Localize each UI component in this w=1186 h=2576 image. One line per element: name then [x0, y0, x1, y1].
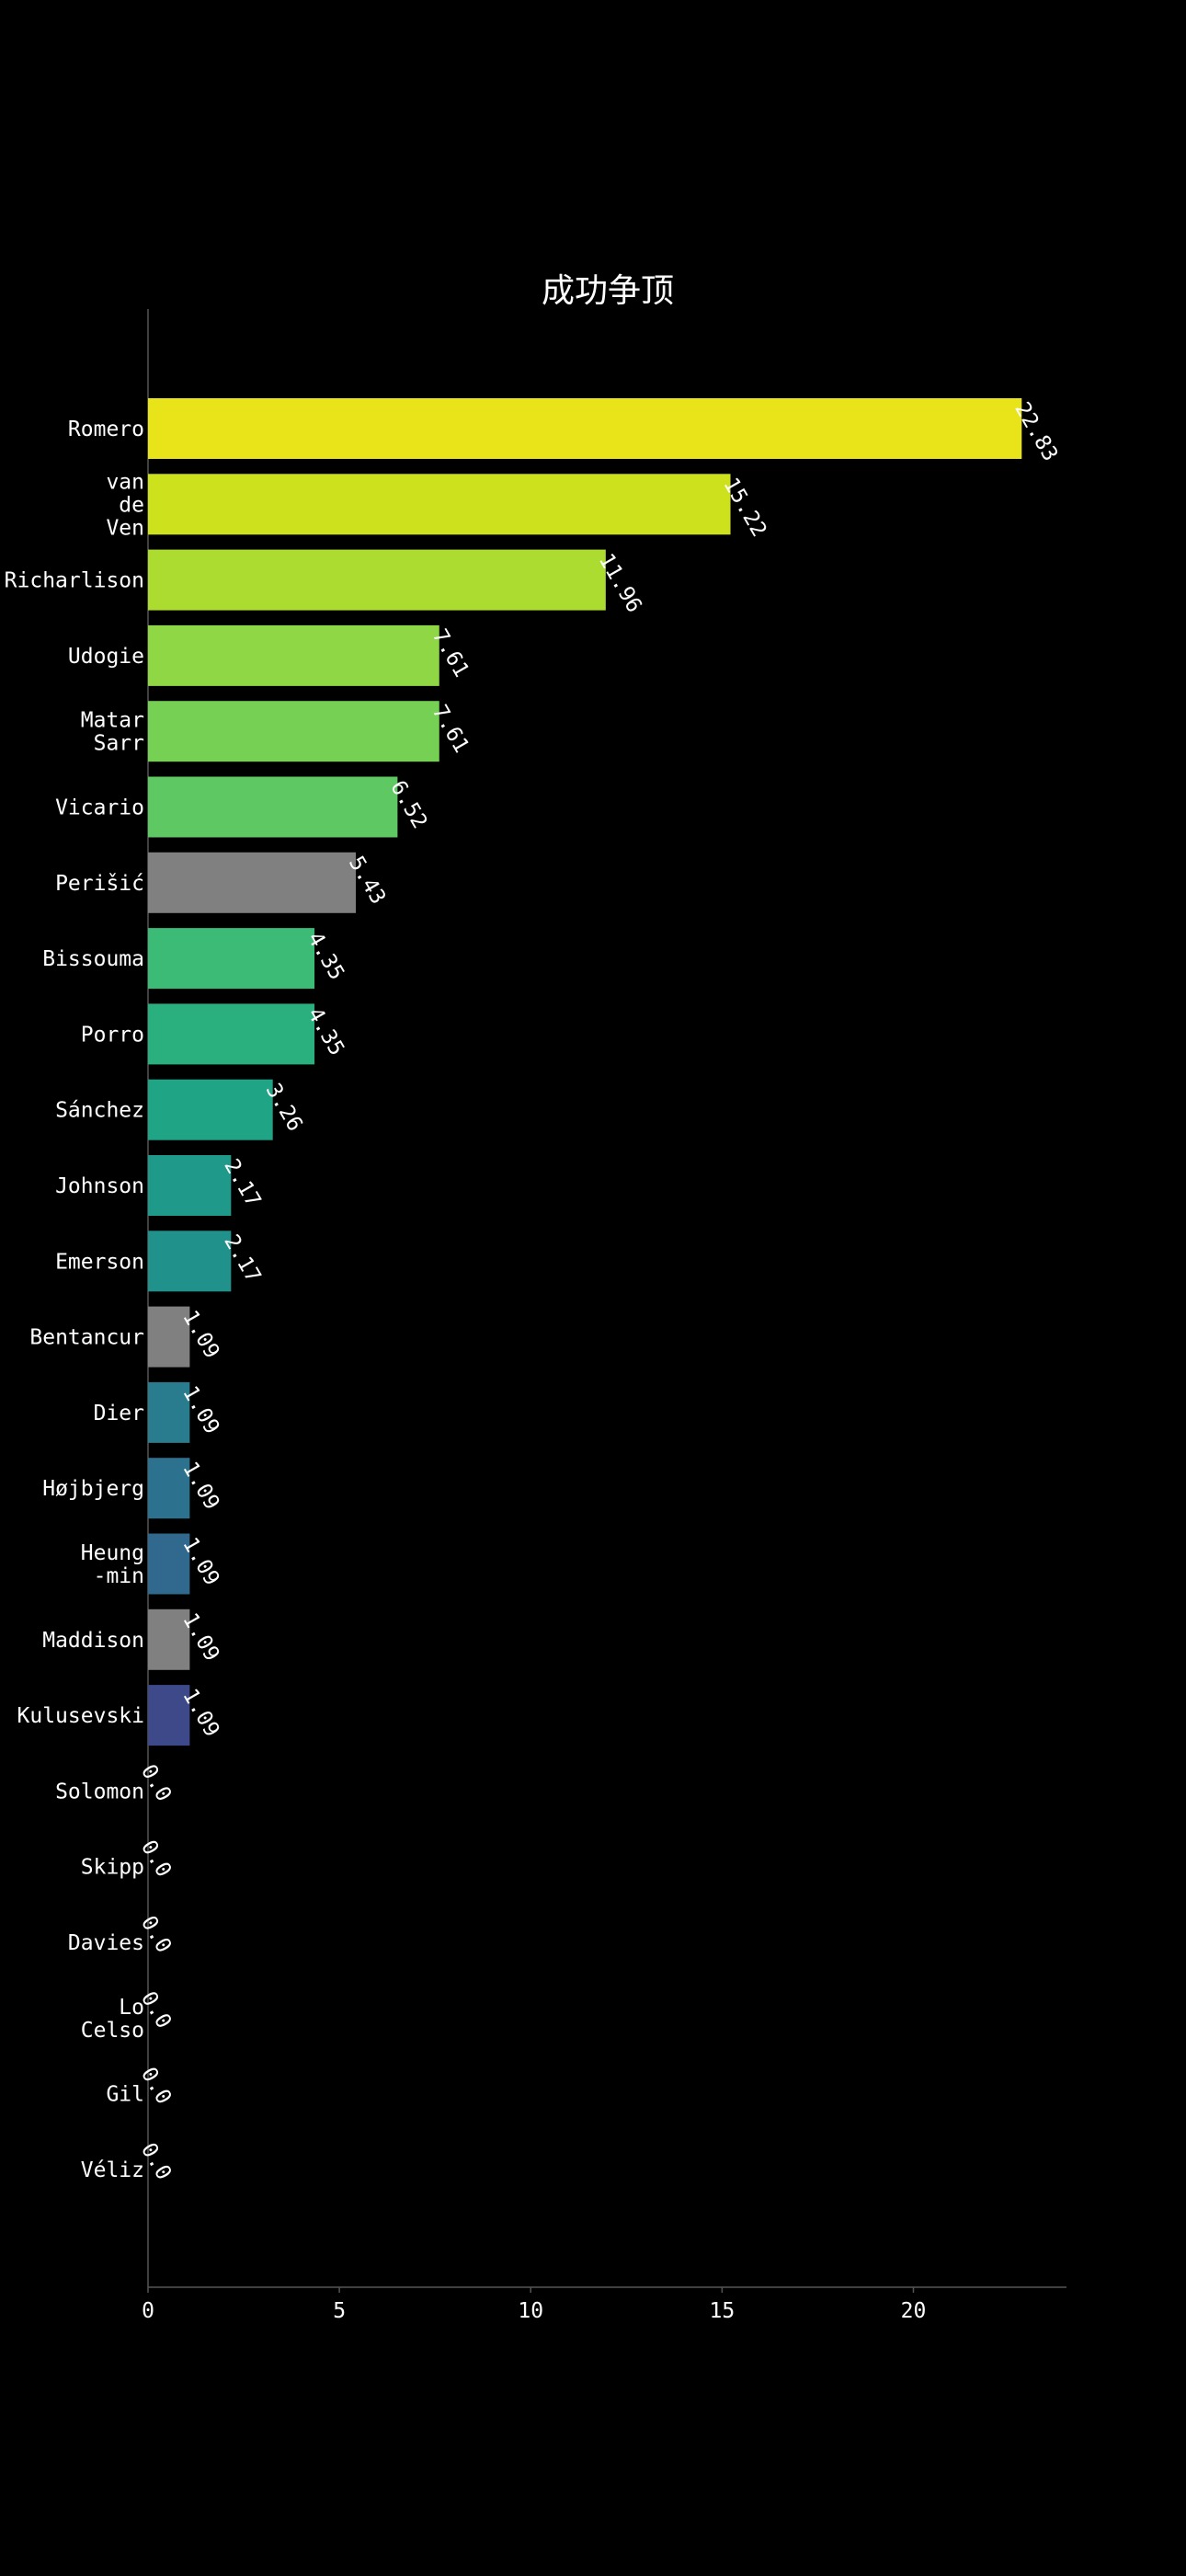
- bar-5: [148, 776, 398, 838]
- bar-16: [148, 1609, 190, 1670]
- x-tick-label-0: 0: [142, 2299, 154, 2323]
- bar-9: [148, 1079, 273, 1140]
- bar-8: [148, 1003, 315, 1065]
- category-label-16: Maddison: [42, 1629, 144, 1653]
- category-label-20: Davies: [68, 1931, 144, 1955]
- x-ticks-group: 0 5 10 15 20: [142, 2287, 926, 2323]
- category-label-19: Skipp: [81, 1856, 144, 1880]
- category-label-5: Vicario: [55, 796, 144, 820]
- bar-12: [148, 1306, 190, 1368]
- category-label-0: Romero: [68, 418, 144, 441]
- bar-2: [148, 549, 606, 611]
- chart-title: 成功争顶: [542, 272, 674, 310]
- category-label-17: Kulusevski: [17, 1704, 144, 1728]
- category-label-23: Véliz: [81, 2158, 144, 2182]
- category-label-22: Gil: [106, 2083, 144, 2107]
- x-tick-label-1: 5: [333, 2299, 346, 2323]
- category-label-4: Matar Sarr: [81, 709, 144, 756]
- bar-1: [148, 474, 731, 535]
- bar-14: [148, 1458, 190, 1519]
- category-label-7: Bissouma: [42, 947, 144, 971]
- bar-11: [148, 1231, 232, 1292]
- category-label-11: Emerson: [55, 1250, 144, 1274]
- bar-7: [148, 928, 315, 990]
- category-label-8: Porro: [81, 1023, 144, 1047]
- category-label-13: Dier: [94, 1402, 144, 1425]
- category-label-18: Solomon: [55, 1780, 144, 1803]
- bar-15: [148, 1533, 190, 1595]
- category-label-12: Bentancur: [29, 1326, 144, 1350]
- category-label-10: Johnson: [55, 1174, 144, 1198]
- category-label-21: Lo Celso: [81, 1996, 144, 2043]
- x-tick-label-3: 15: [710, 2299, 736, 2323]
- bar-4: [148, 701, 439, 762]
- bar-0: [148, 398, 1022, 459]
- category-label-2: Richarlison: [5, 569, 144, 593]
- bar-17: [148, 1685, 190, 1746]
- bar-6: [148, 852, 357, 913]
- category-label-3: Udogie: [68, 645, 144, 669]
- category-label-1: van de Ven: [106, 470, 144, 540]
- bar-3: [148, 624, 439, 686]
- x-tick-label-2: 10: [518, 2299, 543, 2323]
- x-tick-label-4: 20: [901, 2299, 927, 2323]
- category-label-15: Heung -min: [81, 1541, 144, 1588]
- bar-13: [148, 1381, 190, 1443]
- category-label-9: Sánchez: [55, 1099, 144, 1123]
- bar-10: [148, 1155, 232, 1216]
- category-label-6: Perišić: [55, 872, 144, 896]
- category-label-14: Højbjerg: [42, 1477, 144, 1501]
